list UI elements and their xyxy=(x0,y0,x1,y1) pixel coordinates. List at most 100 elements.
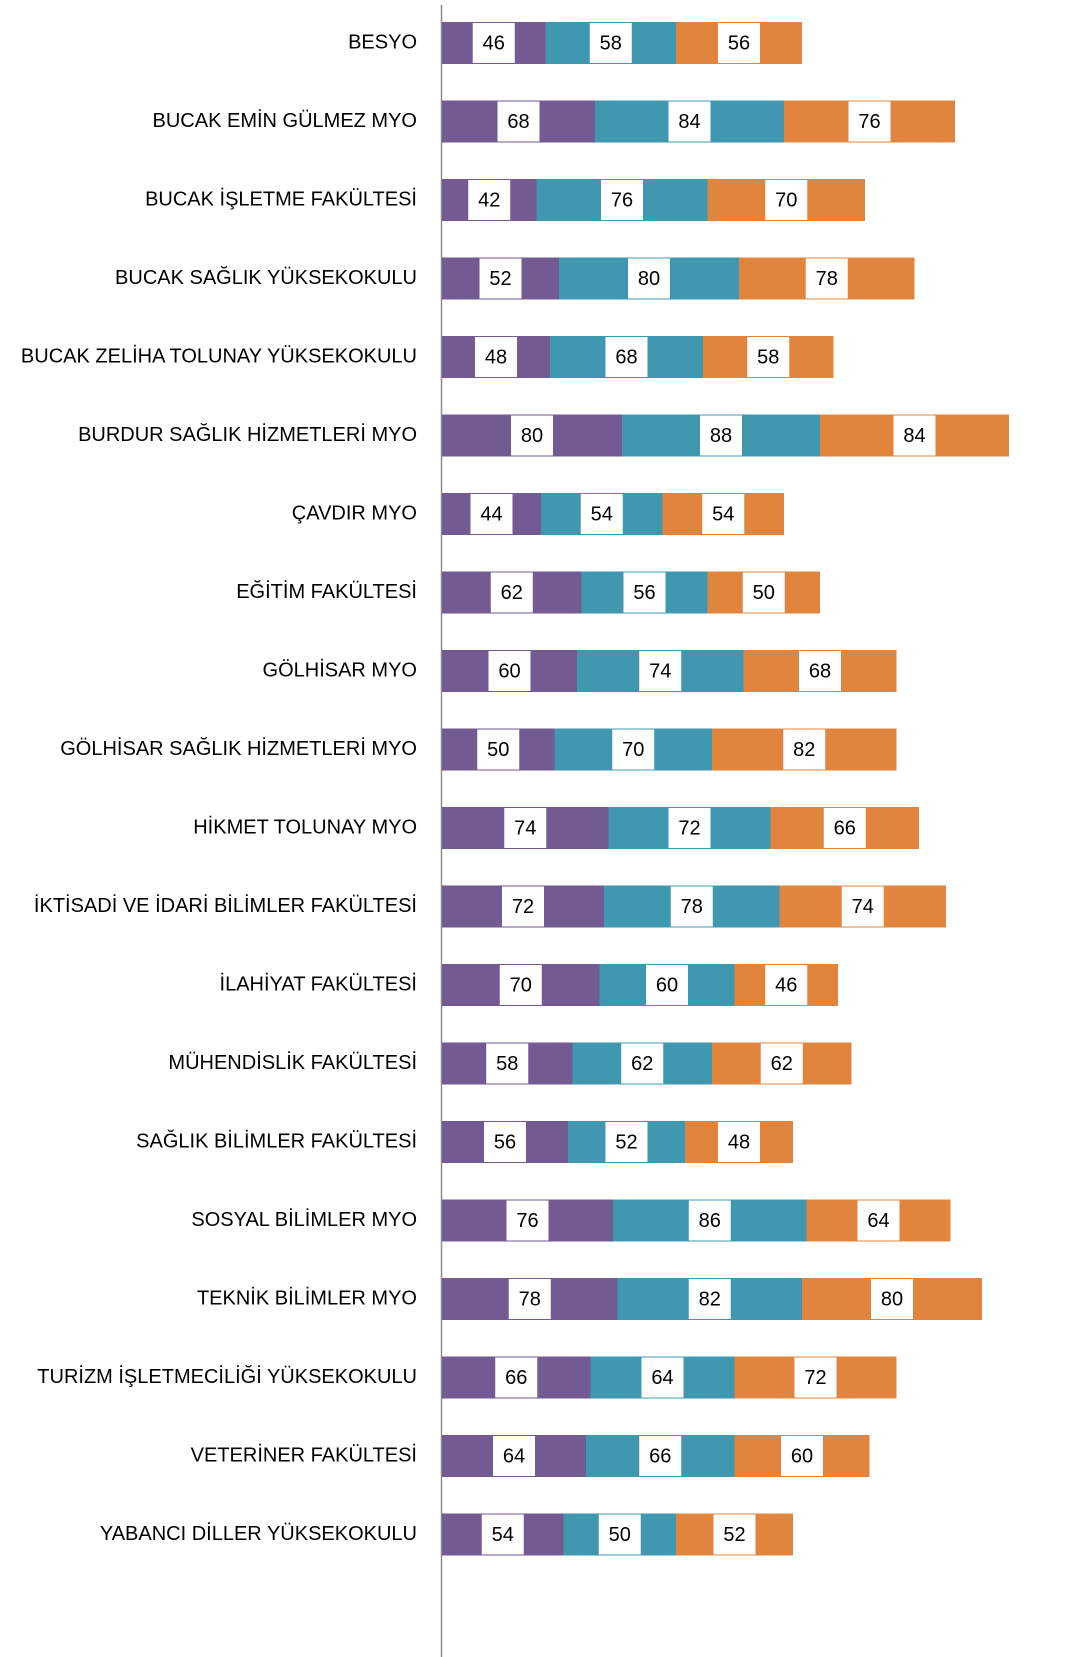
value-label-box xyxy=(639,651,682,691)
value-label-box xyxy=(718,23,760,63)
value-label: 60 xyxy=(791,1445,813,1467)
value-label: 78 xyxy=(681,896,703,918)
value-label-box xyxy=(502,886,544,927)
value-label-box xyxy=(504,808,547,848)
value-label: 60 xyxy=(498,660,520,682)
value-label: 82 xyxy=(699,1288,721,1310)
value-label-box xyxy=(639,1436,682,1476)
category-label: BURDUR SAĞLIK HİZMETLERİ MYO xyxy=(78,423,417,446)
value-label: 88 xyxy=(710,425,732,447)
value-label: 74 xyxy=(514,817,536,839)
value-label-box xyxy=(497,101,540,142)
value-label-box xyxy=(484,1122,526,1162)
category-label: ÇAVDIR MYO xyxy=(292,502,417,524)
category-label: BESYO xyxy=(348,31,417,53)
category-label: SAĞLIK BİLİMLER FAKÜLTESİ xyxy=(136,1129,417,1152)
value-label-box xyxy=(688,1279,731,1319)
value-label: 72 xyxy=(512,896,534,918)
value-label-box xyxy=(601,180,643,220)
value-label-box xyxy=(623,572,666,613)
value-label-box xyxy=(488,651,531,691)
value-label: 50 xyxy=(753,582,775,604)
value-label: 48 xyxy=(728,1131,750,1153)
value-label-box xyxy=(765,180,808,220)
value-label-box xyxy=(702,494,745,534)
value-label: 74 xyxy=(852,896,874,918)
value-label-box xyxy=(841,886,884,927)
value-label: 76 xyxy=(516,1210,538,1232)
value-label-box xyxy=(799,651,841,691)
category-label: GÖLHİSAR SAĞLIK HİZMETLERİ MYO xyxy=(60,737,417,760)
value-label: 60 xyxy=(656,974,678,996)
value-label-box xyxy=(742,572,785,613)
value-label-box xyxy=(472,23,515,63)
value-label: 58 xyxy=(496,1053,518,1075)
value-label: 64 xyxy=(867,1210,889,1232)
value-label: 82 xyxy=(793,739,815,761)
value-label-box xyxy=(605,337,648,377)
value-label: 80 xyxy=(881,1288,903,1310)
value-label: 50 xyxy=(609,1524,631,1546)
value-label-box xyxy=(893,415,936,456)
category-label: BUCAK ZELİHA TOLUNAY YÜKSEKOKULU xyxy=(21,344,417,367)
value-label-box xyxy=(495,1357,538,1398)
category-label: VETERİNER FAKÜLTESİ xyxy=(191,1443,417,1466)
value-label: 54 xyxy=(591,503,613,525)
value-label-box xyxy=(783,729,826,770)
value-label-box xyxy=(781,1436,823,1476)
value-label-box xyxy=(641,1357,684,1398)
value-label-box xyxy=(668,808,711,848)
value-label: 66 xyxy=(834,817,856,839)
value-label: 58 xyxy=(757,346,779,368)
value-label-box xyxy=(493,1436,535,1476)
value-label-box xyxy=(479,258,522,299)
value-label: 56 xyxy=(633,582,655,604)
value-label-box xyxy=(481,1514,524,1555)
value-label-box xyxy=(670,886,713,927)
value-label-box xyxy=(621,1043,664,1084)
value-label: 72 xyxy=(804,1367,826,1389)
value-label-box xyxy=(848,101,891,142)
value-label: 54 xyxy=(492,1524,514,1546)
value-label-box xyxy=(857,1200,900,1241)
category-label: İLAHİYAT FAKÜLTESİ xyxy=(220,972,417,995)
category-label: BUCAK SAĞLIK YÜKSEKOKULU xyxy=(115,266,417,289)
value-label: 44 xyxy=(480,503,502,525)
value-label-box xyxy=(475,337,517,377)
value-label: 62 xyxy=(771,1053,793,1075)
value-label-box xyxy=(871,1279,913,1319)
value-label: 52 xyxy=(615,1131,637,1153)
value-label: 68 xyxy=(507,111,529,133)
value-label: 72 xyxy=(678,817,700,839)
category-label: BUCAK İŞLETME FAKÜLTESİ xyxy=(145,187,417,210)
value-label: 56 xyxy=(728,32,750,54)
category-label: TEKNİK BİLİMLER MYO xyxy=(197,1286,417,1309)
value-label: 42 xyxy=(478,189,500,211)
value-label-box xyxy=(598,1514,641,1555)
value-label-box xyxy=(718,1122,760,1162)
value-label-box xyxy=(486,1043,529,1084)
value-label: 80 xyxy=(521,425,543,447)
value-label-box xyxy=(499,965,542,1005)
value-label-box xyxy=(765,965,808,1005)
value-label: 70 xyxy=(622,739,644,761)
value-label-box xyxy=(688,1200,731,1241)
value-label: 50 xyxy=(487,739,509,761)
value-label: 64 xyxy=(503,1445,525,1467)
value-label: 68 xyxy=(615,346,637,368)
value-label: 54 xyxy=(712,503,734,525)
value-label: 62 xyxy=(501,582,523,604)
value-label: 56 xyxy=(494,1131,516,1153)
value-label: 84 xyxy=(678,111,700,133)
value-label: 74 xyxy=(649,660,671,682)
value-label-box xyxy=(477,729,520,770)
value-label: 84 xyxy=(903,425,925,447)
category-label: YABANCI DİLLER YÜKSEKOKULU xyxy=(100,1522,417,1545)
value-label-box xyxy=(511,415,553,456)
category-label: HİKMET TOLUNAY MYO xyxy=(193,815,417,838)
value-label-box xyxy=(646,965,688,1005)
value-label-box xyxy=(490,572,533,613)
value-label-box xyxy=(760,1043,803,1084)
value-label: 52 xyxy=(723,1524,745,1546)
